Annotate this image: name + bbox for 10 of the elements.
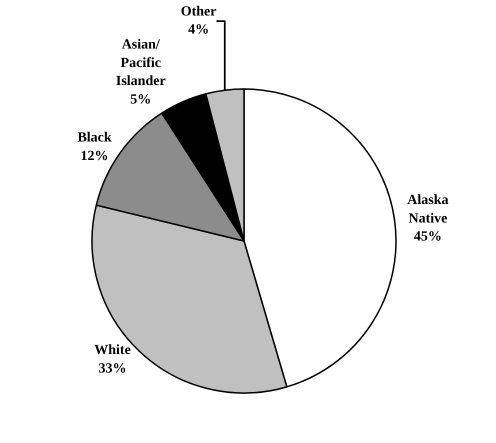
data-label: 4%: [188, 22, 210, 38]
slice-label: Black: [77, 130, 112, 146]
slice-label: Asian/Pacific Islander: [116, 38, 166, 90]
slice-label: Other: [180, 4, 216, 20]
data-label: 45%: [414, 230, 442, 245]
slice-label: White: [94, 343, 131, 358]
data-label: 5%: [130, 92, 152, 108]
data-label: 33%: [98, 361, 127, 376]
slice-label: Alaska Native: [407, 193, 449, 226]
data-label: 12%: [80, 148, 109, 164]
